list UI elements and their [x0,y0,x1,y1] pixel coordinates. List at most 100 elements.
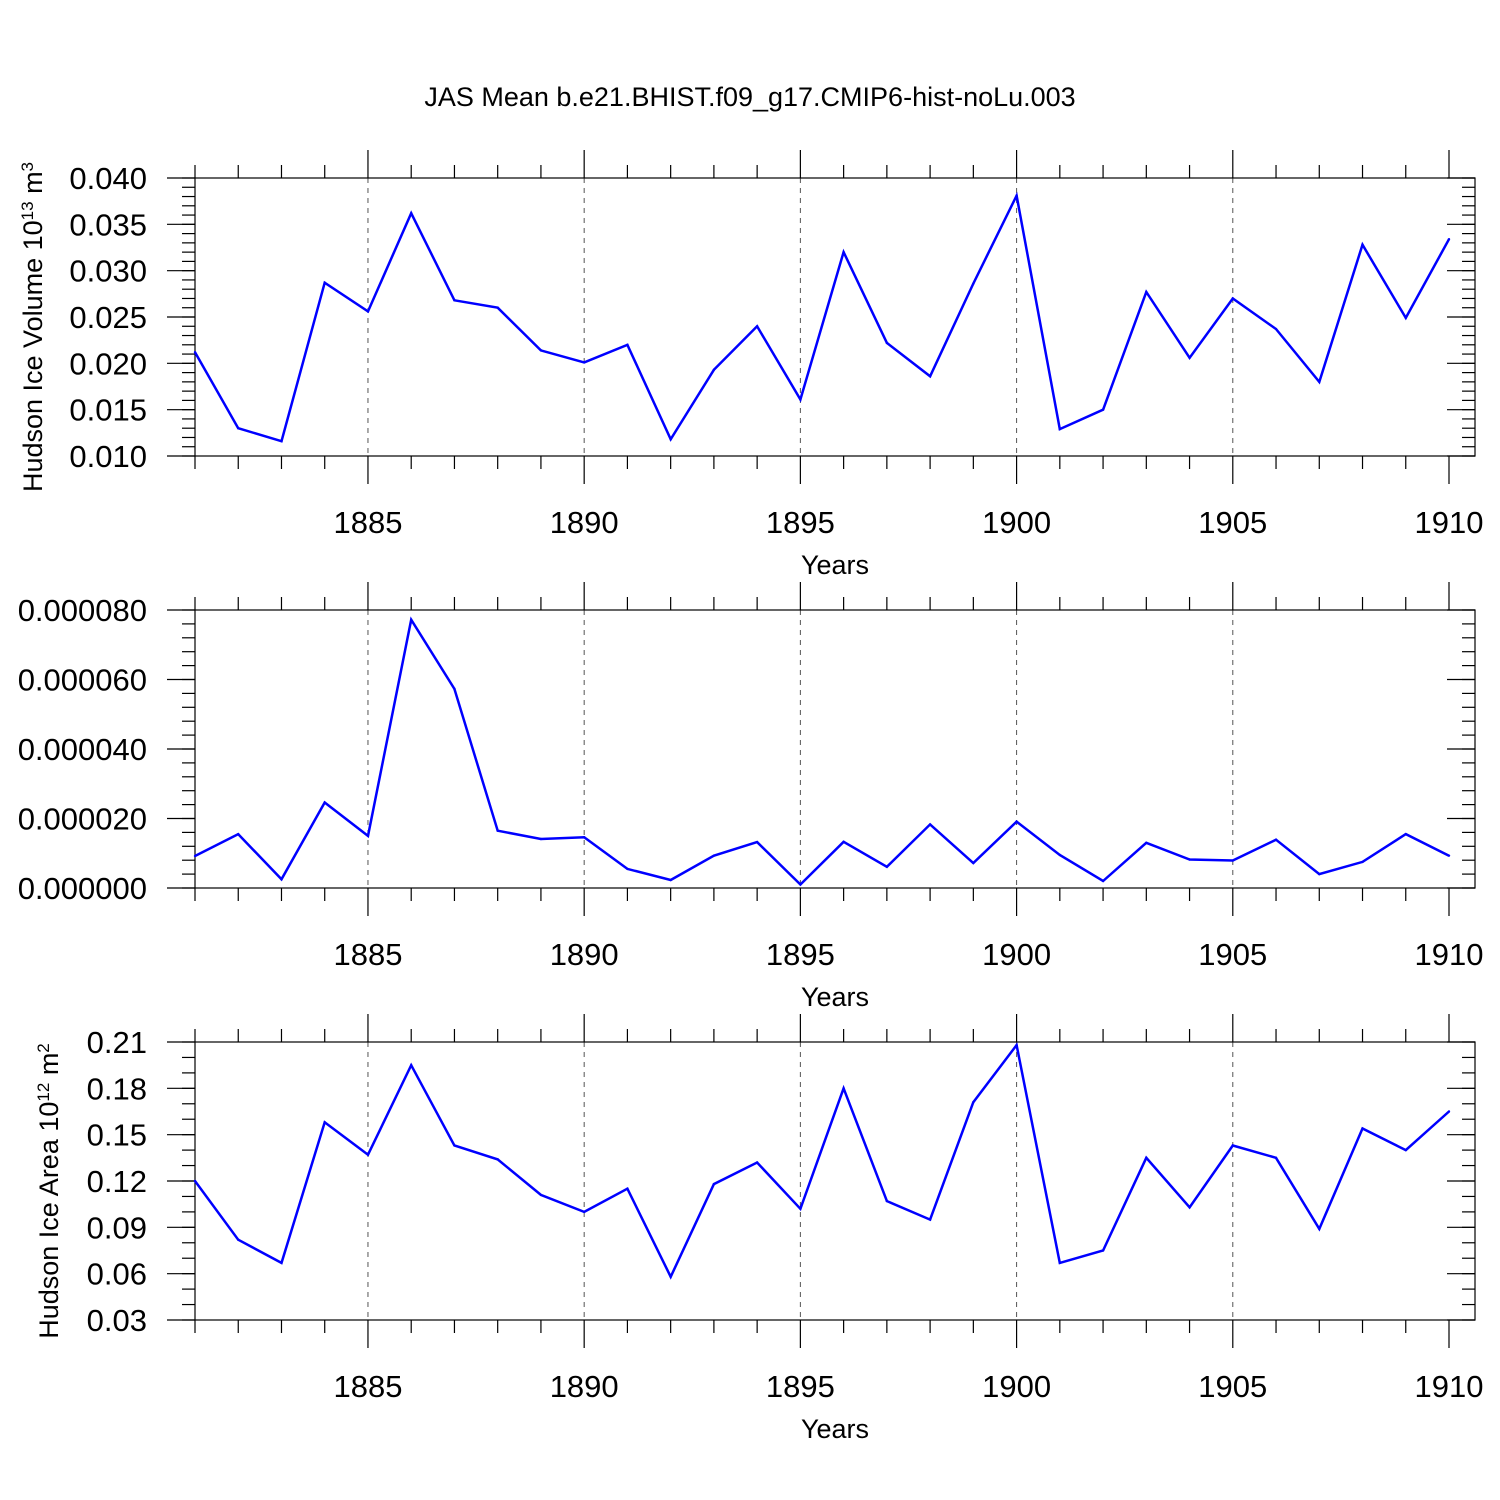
panel-middle: 1885 1890 1895 1900 1905 1910 Years 0.000000 0.0… [18,582,1484,1012]
data-point [366,834,370,838]
data-point [237,832,240,836]
data-point [496,829,499,832]
y-tick-label: 0.21 [87,1025,147,1060]
data-point [1145,290,1148,294]
data-point [626,1187,629,1190]
data-point [280,1261,283,1265]
data-point [1188,356,1191,359]
series-line-volume [193,191,1451,443]
y-tick-label: 0.000000 [18,871,147,906]
data-point [1231,859,1234,862]
y-tick-label: 0.040 [69,161,147,196]
x-tick-label: 1890 [550,1369,619,1404]
data-point [1145,1156,1148,1160]
y-tick-label: 0.06 [87,1257,147,1292]
data-point [1015,194,1018,197]
data-point [799,398,802,401]
panels: 1885 1890 1895 1900 1905 1910 Years 0.010 0.015 0… [18,150,1484,1444]
data-point [669,438,672,441]
data-point [885,341,889,345]
x-tick-label: 1895 [766,937,835,972]
y-axis-title-exponent: 13 [18,201,37,220]
data-point [1318,1227,1321,1231]
y-tick-label: 0.03 [87,1303,147,1338]
data-point [582,1210,586,1214]
y-tick-label: 0.025 [69,300,147,335]
y-tick-label: 0.09 [87,1210,147,1245]
data-point [582,836,586,839]
data-point [539,837,543,841]
x-axis-title: Years [801,550,869,580]
panel-volume: 1885 1890 1895 1900 1905 1910 Years 0.010 0.015 0… [18,150,1484,580]
x-tick-label: 1910 [1415,1369,1484,1404]
data-point [972,1101,975,1104]
data-point [193,1179,197,1183]
data-point [1058,1261,1062,1265]
x-axis-title: Years [801,1414,869,1444]
data-point [626,867,629,871]
data-point [453,299,456,302]
data-point [1145,841,1148,845]
x-axis-title: Years [801,982,869,1012]
y-axis-title: Hudson Ice Volume 1013 m3 [18,162,49,492]
data-point [323,801,326,804]
x-tick-label: 1900 [982,937,1051,972]
data-point [1318,872,1321,876]
data-point [1015,820,1018,823]
data-point [885,1199,889,1203]
y-tick-label: 0.030 [69,254,147,289]
data-point [1361,1127,1364,1130]
data-point [712,1182,716,1186]
x-tick-label: 1910 [1415,505,1484,540]
y-axis-title-unit: m [18,171,48,201]
plot-frame [194,1041,1476,1321]
data-point [1404,832,1407,836]
y-tick-label: 0.15 [87,1118,147,1153]
data-point [1101,1249,1105,1252]
data-point [1318,380,1321,384]
data-point [1274,838,1278,841]
data-point [755,840,759,844]
data-point [755,325,759,328]
data-point [496,1158,499,1161]
x-tick-label: 1890 [550,937,619,972]
data-point [799,1207,802,1211]
y-tick-label: 0.035 [69,207,147,242]
y-tick-label: 0.015 [69,393,147,428]
data-point [193,351,197,354]
data-point [410,618,413,621]
data-point [582,361,586,364]
data-point [928,375,932,378]
data-point [410,212,413,215]
data-point [1188,1206,1191,1209]
series-line-area [193,1042,1450,1280]
data-point [280,878,283,881]
y-axis-title-exponent: 12 [34,1083,53,1102]
data-point [1447,854,1451,857]
x-tick-label: 1885 [333,1369,402,1404]
data-point [1231,297,1234,300]
data-point [453,687,456,691]
data-point [1361,860,1364,864]
data-point [669,1275,672,1278]
panel-area: 1885 1890 1895 1900 1905 1910 Years 0.03 0.06 0.0… [34,1014,1484,1444]
y-tick-label: 0.12 [87,1164,147,1199]
data-point [755,1161,759,1164]
y-tick-label: 0.000080 [18,593,147,628]
data-point [1101,879,1105,883]
x-tick-label: 1890 [550,505,619,540]
data-point [1058,427,1062,431]
data-point [280,439,283,443]
data-point [928,823,932,826]
data-point [1274,327,1278,331]
y-tick-label: 0.18 [87,1071,147,1106]
data-point [885,865,889,869]
y-axis-title: Hudson Ice Area 1012 m2 [34,1043,65,1339]
data-point [539,349,543,352]
data-point [928,1218,932,1221]
data-point [1361,243,1364,246]
x-tick-label: 1910 [1415,937,1484,972]
x-tick-label: 1905 [1198,1369,1267,1404]
data-point [972,861,975,865]
